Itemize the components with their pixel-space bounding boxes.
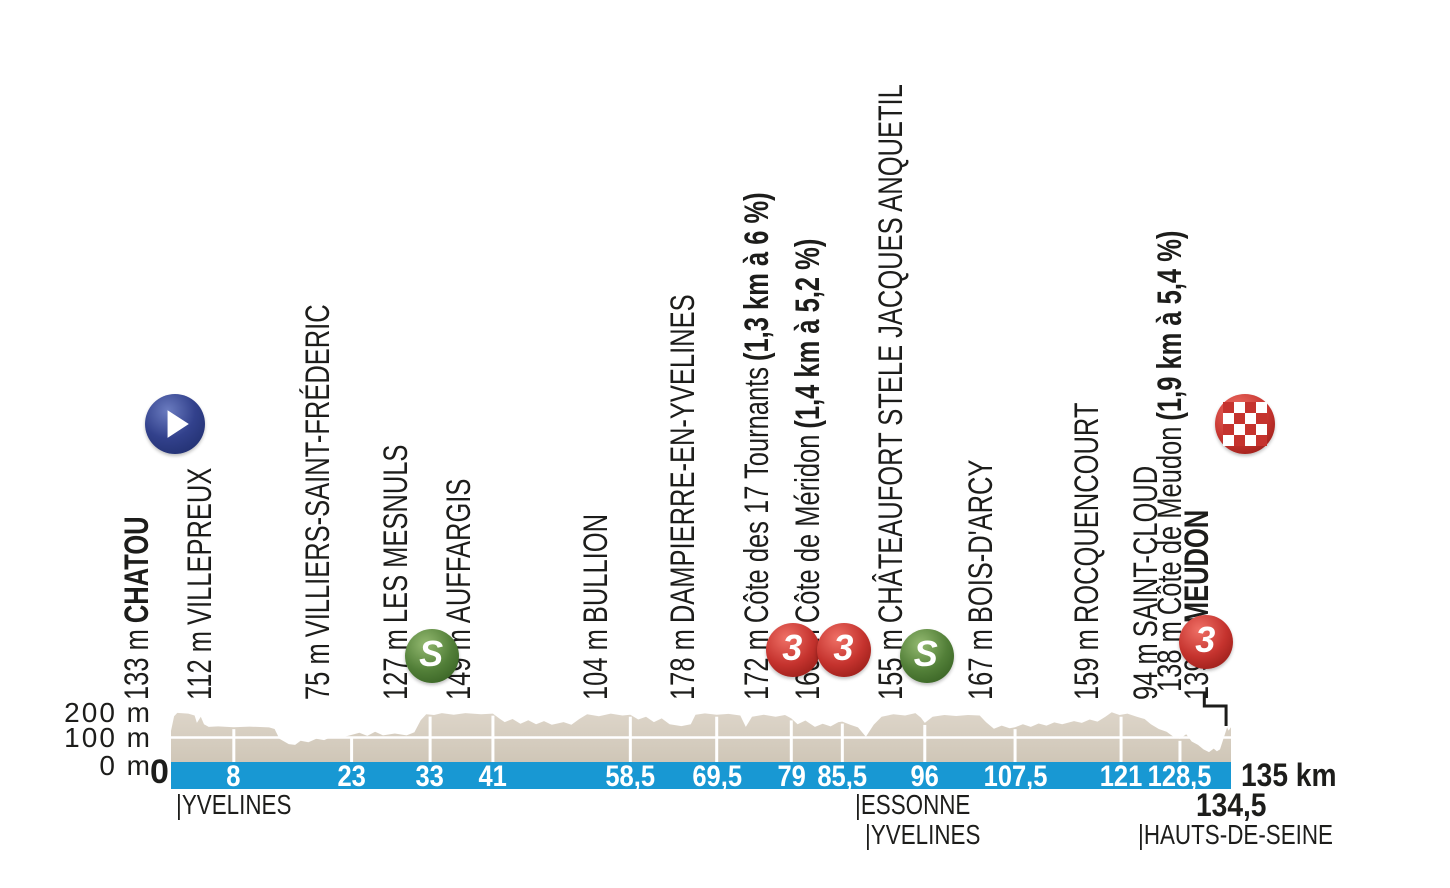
distance-tick-text: 85,5	[817, 760, 868, 793]
location-name: MEUDON	[1178, 509, 1216, 624]
location-name: BULLION	[577, 514, 616, 624]
location-elevation: 159 m	[1068, 629, 1107, 700]
location-elevation: 133 m	[118, 629, 156, 700]
region-label-hauts-de-seine: |HAUTS-DE-SEINE	[1138, 819, 1333, 850]
badge-glyph: S	[913, 633, 938, 674]
distance-tick-label: 41	[445, 760, 541, 793]
badge-glyph: 3	[833, 627, 854, 668]
category-3-icon: 3	[817, 623, 872, 677]
location-label: 160 mCôte de Méridon(1,4 km à 5,2 %)	[789, 85, 828, 700]
region-label-yvelines-1: |YVELINES	[176, 789, 292, 820]
region-label-yvelines-2: |YVELINES	[865, 819, 981, 850]
label-connector-line	[1202, 692, 1228, 726]
region-label-essonne: |ESSONNE	[855, 789, 971, 820]
sprint-icon: S	[899, 629, 954, 683]
distance-tick-text: 107,5	[983, 760, 1047, 793]
location-name: CHATOU	[118, 516, 156, 624]
location-label-text: 167 m BOIS-D'ARCY	[962, 459, 1001, 700]
location-name: CHÂTEAUFORT STELE JACQUES ANQUETIL	[871, 84, 910, 624]
play-triangle-icon	[167, 410, 189, 438]
distance-tick-text: 96	[910, 760, 939, 793]
location-name: Côte des 17 Tournants	[738, 367, 777, 624]
sprint-icon: S	[405, 629, 460, 683]
badge-glyph: 3	[1195, 619, 1216, 660]
distance-tick-label: 8	[186, 760, 282, 793]
y-axis-label-0m: 0 m	[99, 750, 152, 781]
location-elevation: 104 m	[577, 629, 616, 700]
location-label: 104 m BULLION	[577, 452, 616, 700]
location-label-text: 75 m VILLIERS-SAINT-FRÉDERIC	[298, 304, 337, 700]
location-label: 159 m ROCQUENCOURT	[1068, 303, 1107, 700]
distance-end-label: 135 km	[1241, 757, 1337, 793]
location-elevation: 75 m	[298, 643, 337, 700]
badge-glyph: S	[419, 633, 444, 674]
distance-tick-text: 23	[337, 760, 366, 793]
distance-tick-label: 121	[1073, 760, 1169, 793]
location-label-text: 155 mCHÂTEAUFORT STELE JACQUES ANQUETIL	[871, 84, 910, 700]
location-label-text: 159 m ROCQUENCOURT	[1068, 402, 1107, 700]
location-label-text: 178 m DAMPIERRE-EN-YVELINES	[663, 294, 702, 700]
distance-tick-label: 96	[877, 760, 973, 793]
category-3-icon: 3	[1179, 615, 1234, 669]
distance-origin-label: 0	[150, 753, 169, 791]
location-label: 133 m CHATOU	[118, 455, 156, 700]
finish-icon	[1215, 394, 1275, 454]
location-name: VILLIERS-SAINT-FRÉDERIC	[298, 304, 337, 638]
distance-tick-label: 107,5	[967, 760, 1063, 793]
distance-tick-text: 128,5	[1148, 760, 1212, 793]
location-label: 172 mCôte des 17 Tournants(1,3 km à 6 %)	[738, 23, 777, 700]
location-label: 167 m BOIS-D'ARCY	[962, 379, 1001, 700]
badge-glyph: 3	[782, 627, 803, 668]
location-label: 75 m VILLIERS-SAINT-FRÉDERIC	[298, 172, 337, 700]
location-label-text: 104 m BULLION	[577, 514, 616, 700]
climb-detail: (1,3 km à 6 %)	[738, 192, 777, 361]
location-label-text: 172 mCôte des 17 Tournants(1,3 km à 6 %)	[738, 192, 777, 700]
distance-tick-label: 23	[304, 760, 400, 793]
location-elevation: 167 m	[962, 629, 1001, 700]
location-name: AUFFARGIS	[439, 478, 478, 624]
climb-detail: (1,4 km à 5,2 %)	[789, 238, 828, 429]
location-label-text: 133 m CHATOU	[118, 516, 156, 700]
distance-tick-label: 58,5	[582, 760, 678, 793]
distance-tick-label: 128,5	[1132, 760, 1228, 793]
location-label-text: 112 m VILLEPREUX	[180, 467, 219, 700]
distance-tick-text: 41	[478, 760, 508, 793]
checkered-flag-pattern	[1223, 402, 1267, 446]
distance-tick-text: 79	[777, 760, 806, 793]
location-label-text: 139 mMEUDON	[1178, 509, 1216, 700]
distance-tick-label: 85,5	[794, 760, 890, 793]
distance-tick-text: 33	[415, 760, 445, 793]
climb-detail: (1,9 km à 5,4 %)	[1151, 230, 1190, 421]
y-axis-label-200m: 200 m	[64, 697, 152, 728]
distance-tick-label: 69,5	[669, 760, 765, 793]
location-name: DAMPIERRE-EN-YVELINES	[663, 294, 702, 624]
location-elevation: 178 m	[663, 629, 702, 700]
distance-bar	[171, 762, 1231, 789]
location-label: 155 mCHÂTEAUFORT STELE JACQUES ANQUETIL	[871, 0, 910, 700]
distance-tick-text: 69,5	[691, 760, 742, 793]
location-name: ROCQUENCOURT	[1068, 402, 1107, 624]
location-name: VILLEPREUX	[180, 467, 219, 626]
location-label: 178 m DAMPIERRE-EN-YVELINES	[663, 159, 702, 700]
location-name: Côte de Méridon	[789, 434, 828, 624]
start-icon	[145, 394, 205, 454]
category-3-icon: 3	[766, 623, 821, 677]
distance-tick-label: 79	[743, 760, 839, 793]
location-elevation: 112 m	[180, 631, 219, 700]
y-axis-label-100m: 100 m	[64, 722, 152, 753]
location-name: BOIS-D'ARCY	[962, 459, 1001, 624]
distance-tick-text: 8	[226, 760, 241, 793]
location-name: LES MESNULS	[377, 444, 416, 624]
distance-tick-text: 121	[1099, 760, 1143, 793]
distance-tick-label: 33	[382, 760, 478, 793]
distance-end-sub-label: 134,5	[1196, 787, 1267, 823]
distance-tick-text: 58,5	[605, 760, 656, 793]
